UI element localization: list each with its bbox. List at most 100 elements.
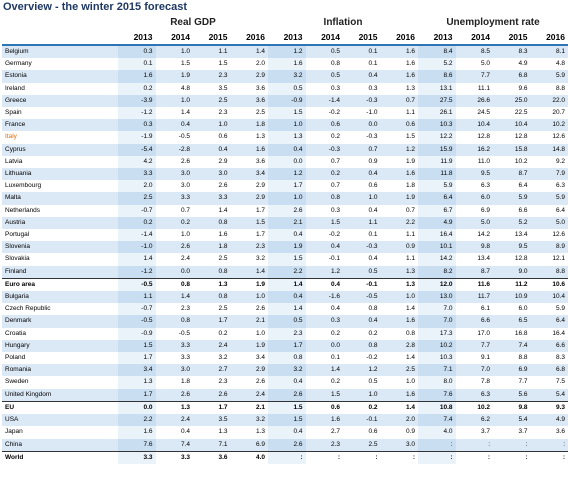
cell-value: 0.8 — [305, 192, 343, 205]
cell-value: 1.4 — [405, 305, 415, 313]
cell-value: 0.5 — [268, 315, 306, 328]
cell-value: 8.3 — [493, 45, 531, 59]
cell-value: -0.5 — [118, 277, 156, 292]
cell-value: 0.2 — [330, 133, 340, 141]
cell-value: 6.9 — [230, 438, 268, 452]
group-header: Inflation — [323, 17, 363, 28]
cell-value: 1.9 — [268, 241, 306, 254]
cell-value: 2.6 — [268, 388, 306, 402]
cell-value: 4.0 — [230, 450, 268, 464]
cell-value: 9.0 — [493, 265, 531, 279]
cell-value: 26.6 — [455, 94, 493, 108]
cell-value: 0.7 — [343, 143, 381, 156]
cell-value: 1.5 — [218, 60, 228, 68]
cell-value: 3.6 — [255, 84, 265, 92]
cell-value: 1.4 — [118, 253, 156, 266]
cell-value: 0.9 — [405, 428, 415, 436]
row-label: Cyprus — [2, 143, 118, 156]
cell-value: 6.3 — [555, 182, 565, 190]
row-label: United Kingdom — [2, 388, 118, 402]
cell-value: 2.5 — [193, 94, 231, 108]
row-label: Hungary — [2, 339, 118, 353]
cell-value: 6.2 — [455, 414, 493, 427]
cell-value: 1.5 — [268, 107, 306, 120]
cell-value: 2.9 — [255, 182, 265, 190]
cell-value: 2.4 — [193, 339, 231, 353]
cell-value: 1.9 — [380, 192, 418, 205]
cell-value: 0.4 — [193, 143, 231, 156]
year-header: 2014 — [155, 30, 193, 46]
cell-value: : — [493, 438, 531, 452]
row-label: Slovakia — [5, 255, 30, 263]
cell-value: 1.3 — [268, 131, 306, 144]
cell-value: 2.5 — [255, 109, 265, 117]
cell-value: 15.8 — [493, 143, 531, 156]
cell-value: 0.8 — [193, 265, 231, 279]
cell-value: 1.5 — [405, 133, 415, 141]
cell-value: 9.2 — [555, 157, 565, 165]
cell-value: 1.6 — [380, 168, 418, 181]
year-header: 2016 — [380, 30, 418, 46]
cell-value: 0.7 — [330, 157, 340, 165]
cell-value: 1.7 — [118, 352, 156, 365]
group-header: Unemployment rate — [446, 17, 540, 28]
cell-value: 7.4 — [493, 339, 531, 353]
table-row: USA 2.2 2.4 3.5 3.2 1.5 1.6 -0.1 2.0 7.4 6.2 5.4 4.9 — [2, 414, 568, 427]
cell-value: 8.5 — [455, 45, 493, 59]
cell-value: 12.6 — [552, 231, 565, 239]
cell-value: 2.4 — [230, 388, 268, 402]
year-header: 2015 — [193, 30, 231, 46]
cell-value: 2.6 — [218, 182, 228, 190]
table-row: World 3.3 3.3 3.6 4.0:::::::: — [2, 450, 568, 464]
cell-value: -3.9 — [118, 94, 156, 108]
cell-value: 1.3 — [380, 265, 418, 279]
cell-value: 0.1 — [368, 231, 378, 239]
cell-value: -1.2 — [118, 265, 156, 279]
cell-value: 1.3 — [405, 84, 415, 92]
cell-value: 1.0 — [180, 231, 190, 239]
cell-value: 8.8 — [530, 265, 568, 279]
row-label: Italy — [5, 133, 17, 141]
cell-value: 14.8 — [530, 143, 568, 156]
cell-value: 1.7 — [255, 231, 265, 239]
cell-value: 6.4 — [530, 315, 568, 328]
cell-value: 0.1 — [343, 45, 381, 59]
cell-value: 8.3 — [555, 354, 565, 362]
cell-value: 1.1 — [405, 255, 415, 263]
cell-value: 2.9 — [230, 364, 268, 377]
cell-value: 0.6 — [368, 428, 378, 436]
cell-value: 8.8 — [555, 84, 565, 92]
cell-value: 1.3 — [255, 133, 265, 141]
cell-value: : — [305, 450, 343, 464]
cell-value: 0.4 — [368, 255, 378, 263]
cell-value: 0.3 — [118, 119, 156, 132]
cell-value: -0.1 — [328, 255, 340, 263]
year-header-row: 2013 2014 2015 2016 2013 2014 2015 2016 2013 2014… — [2, 30, 568, 46]
cell-value: -0.7 — [118, 204, 156, 217]
cell-value: 0.8 — [193, 216, 231, 230]
cell-value: 0.4 — [268, 291, 306, 304]
cell-value: 1.6 — [380, 70, 418, 83]
blank-header — [2, 15, 118, 30]
cell-value: 0.4 — [180, 428, 190, 436]
cell-value: 3.4 — [230, 168, 268, 181]
cell-value: 2.6 — [255, 378, 265, 386]
cell-value: 7.1 — [418, 364, 456, 377]
cell-value: 14.2 — [418, 253, 456, 266]
table-row: Poland 1.7 3.3 3.2 3.4 0.8 0.1 -0.2 1.4 10.3 9.1 8.… — [2, 352, 568, 365]
cell-value: 0.1 — [118, 58, 156, 71]
cell-value: 3.0 — [193, 168, 231, 181]
cell-value: 2.5 — [218, 255, 228, 263]
cell-value: 0.0 — [155, 265, 193, 279]
cell-value: 1.9 — [155, 70, 193, 83]
cell-value: 0.8 — [155, 315, 193, 328]
cell-value: 0.4 — [305, 241, 343, 254]
cell-value: -0.1 — [343, 414, 381, 427]
cell-value: 20.7 — [552, 109, 565, 117]
cell-value: 8.7 — [493, 168, 531, 181]
cell-value: 0.8 — [368, 305, 378, 313]
table-row: Denmark -0.5 0.8 1.7 2.1 0.5 0.3 0.4 1.6 7.0 6.6 6.… — [2, 315, 568, 328]
cell-value: 7.5 — [555, 378, 565, 386]
cell-value: : — [343, 450, 381, 464]
cell-value: 0.2 — [118, 216, 156, 230]
